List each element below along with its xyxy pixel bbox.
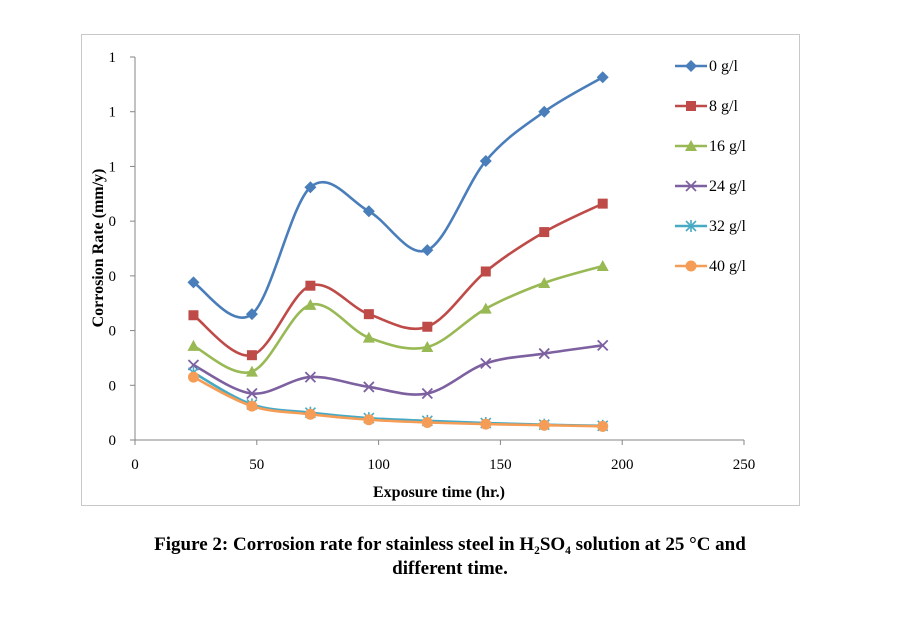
legend-entry-16-g-l: 16 g/l [675,138,746,155]
series-0-g-l [187,71,609,321]
data-point [422,321,433,332]
y-tick-label: 0 [109,378,117,394]
y-tick-label: 0 [109,269,117,285]
data-point [597,339,609,351]
data-point [421,340,434,352]
data-point [421,387,433,400]
y-tick-label: 1 [109,105,117,121]
chart-frame [81,34,800,506]
data-point [362,205,375,218]
y-axis-title: Corrosion Rate (mm/y) [90,169,107,328]
y-tick-label: 1 [109,159,117,175]
data-point [304,408,316,420]
data-point [245,308,258,321]
legend-entry-8-g-l: 8 g/l [675,98,738,115]
x-tick-label: 0 [131,457,139,473]
legend-marker [685,140,697,151]
caption-line-2: different time. [392,558,508,579]
data-point [480,418,492,430]
legend-label: 8 g/l [709,98,738,115]
x-tick-label: 150 [489,457,512,473]
legend-label: 16 g/l [709,138,746,155]
data-point [187,339,200,351]
legend-marker [686,101,696,111]
data-point [305,280,316,291]
y-tick-label: 1 [109,50,117,66]
data-point [304,298,317,310]
series-line-8-g-l [192,202,604,357]
legend-label: 0 g/l [709,58,738,75]
data-point [538,276,551,288]
y-tick-label: 0 [109,324,117,340]
data-point [479,154,492,167]
figure-caption: Figure 2: Corrosion rate for stainless s… [40,533,860,581]
legend-marker [685,180,697,192]
legend-marker [685,260,697,272]
data-point [480,357,492,370]
data-point [187,276,200,289]
x-tick-label: 100 [367,457,390,473]
data-point [246,400,258,412]
legend-label: 32 g/l [709,218,746,235]
caption-line-1: Figure 2: Corrosion rate for stainless s… [154,534,746,555]
series-layer [187,71,609,432]
data-point [538,419,550,431]
legend-label: 24 g/l [709,178,746,195]
legend-label: 40 g/l [709,258,746,275]
data-point [363,381,375,393]
data-point [246,387,258,400]
data-point [245,365,258,377]
legend-marker [685,220,697,232]
data-point [597,198,608,209]
data-point [363,414,375,426]
data-point [304,371,317,383]
data-point [479,302,492,314]
x-tick-label: 250 [733,457,756,473]
legend: 0 g/l 8 g/l 16 g/l 24 g/l 32 g/l 40 g/l [675,58,746,275]
series-line-32-g-l [192,371,603,428]
data-point [421,416,433,428]
data-point [421,244,434,257]
data-point [304,181,317,194]
legend-entry-40-g-l: 40 g/l [675,258,746,275]
y-tick-label: 0 [109,433,117,449]
data-point [538,347,550,360]
data-point [187,371,199,383]
data-point [362,331,375,343]
data-point [246,350,257,361]
x-tick-label: 50 [249,457,264,473]
data-point [363,309,374,320]
series-8-g-l [188,198,608,361]
series-line-0-g-l [192,76,604,319]
legend-entry-24-g-l: 24 g/l [675,178,746,195]
legend-marker [685,60,697,72]
data-point [480,266,491,277]
series-24-g-l [187,339,609,400]
data-point [188,310,199,321]
series-40-g-l [187,371,609,432]
x-axis-title: Exposure time (hr.) [373,484,505,501]
data-point [538,105,551,118]
legend-entry-32-g-l: 32 g/l [675,218,746,235]
legend-entry-0-g-l: 0 g/l [675,58,738,75]
data-point [539,227,550,238]
data-point [596,71,609,84]
data-point [597,420,609,432]
x-tick-label: 200 [611,457,634,473]
data-point [596,260,609,272]
series-line-16-g-l [192,264,604,374]
series-16-g-l [187,260,609,377]
y-tick-label: 0 [109,214,117,230]
